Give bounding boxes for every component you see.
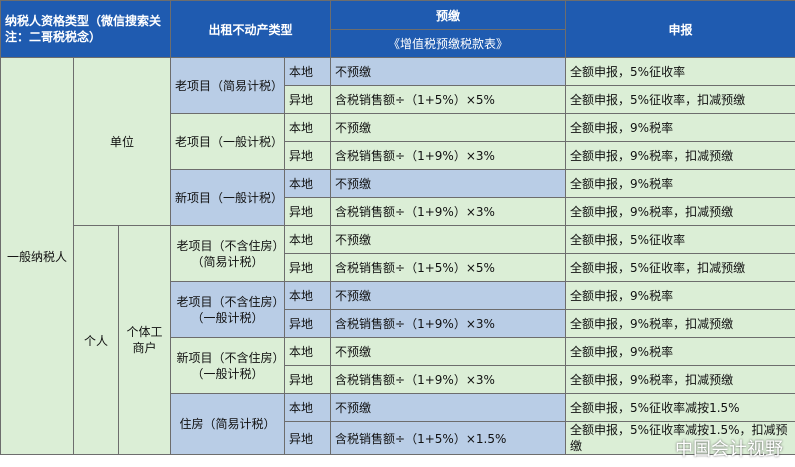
declare-cell: 全额申报，9%税率，扣减预缴	[565, 365, 795, 394]
prepay-cell: 不预缴	[330, 337, 567, 366]
declare-cell: 全额申报，5%征收率	[565, 225, 795, 254]
prepay-cell: 含税销售额÷（1+9%）×3%	[330, 197, 567, 226]
prepay-cell: 含税销售额÷（1+5%）×5%	[330, 253, 567, 282]
declare-cell: 全额申报，5%征收率	[565, 57, 795, 86]
prepay-cell: 不预缴	[330, 281, 567, 310]
declare-cell: 全额申报，9%税率，扣减预缴	[565, 197, 795, 226]
row-label-new-general: 新项目（一般计税）	[170, 169, 286, 226]
loc-cell: 异地	[284, 141, 332, 170]
header-prepay-form: 《增值税预缴税款表》	[330, 29, 567, 58]
declare-cell: 全额申报，5%征收率，扣减预缴	[565, 85, 795, 114]
loc-cell: 异地	[284, 197, 332, 226]
row-label-old-general: 老项目（一般计税）	[170, 113, 286, 170]
prepay-cell: 含税销售额÷（1+5%）×5%	[330, 85, 567, 114]
loc-cell: 异地	[284, 85, 332, 114]
row-label-old-nonres-simple: 老项目（不含住房）（简易计税）	[170, 225, 286, 282]
prepay-cell: 含税销售额÷（1+9%）×3%	[330, 365, 567, 394]
loc-cell: 本地	[284, 281, 332, 310]
loc-cell: 本地	[284, 57, 332, 86]
loc-cell: 本地	[284, 169, 332, 198]
loc-cell: 异地	[284, 253, 332, 282]
prepay-cell: 含税销售额÷（1+5%）×1.5%	[330, 421, 567, 455]
declare-cell: 全额申报，5%征收率减按1.5%，扣减预缴	[565, 421, 795, 455]
loc-cell: 异地	[284, 421, 332, 455]
header-taxpayer-type: 纳税人资格类型（微信搜索关注：二哥税税念）	[0, 0, 172, 58]
loc-cell: 本地	[284, 393, 332, 422]
loc-cell: 本地	[284, 337, 332, 366]
declare-cell: 全额申报，5%征收率，扣减预缴	[565, 253, 795, 282]
declare-cell: 全额申报，9%税率，扣减预缴	[565, 141, 795, 170]
loc-cell: 本地	[284, 225, 332, 254]
prepay-cell: 不预缴	[330, 169, 567, 198]
prepay-cell: 不预缴	[330, 393, 567, 422]
prepay-cell: 含税销售额÷（1+9%）×3%	[330, 309, 567, 338]
row-label-old-nonres-general: 老项目（不含住房）（一般计税）	[170, 281, 286, 338]
group-general: 一般纳税人	[0, 57, 74, 455]
row-label-old-simple: 老项目（简易计税）	[170, 57, 286, 114]
declare-cell: 全额申报，9%税率，扣减预缴	[565, 309, 795, 338]
header-prepay: 预缴	[330, 0, 567, 30]
loc-cell: 异地	[284, 365, 332, 394]
prepay-cell: 不预缴	[330, 113, 567, 142]
declare-cell: 全额申报，9%税率	[565, 337, 795, 366]
group-individual-business: 个体工商户	[117, 225, 172, 455]
prepay-cell: 不预缴	[330, 57, 567, 86]
prepay-cell: 含税销售额÷（1+9%）×3%	[330, 141, 567, 170]
group-unit: 单位	[72, 57, 172, 226]
group-person: 个人	[73, 225, 119, 455]
tax-table: 纳税人资格类型（微信搜索关注：二哥税税念） 出租不动产类型 预缴 申报 《增值税…	[0, 0, 795, 455]
declare-cell: 全额申报，5%征收率减按1.5%	[565, 393, 795, 422]
row-label-housing-simple: 住房（简易计税）	[170, 393, 286, 455]
loc-cell: 本地	[284, 113, 332, 142]
prepay-cell: 不预缴	[330, 225, 567, 254]
loc-cell: 异地	[284, 309, 332, 338]
watermark-text: 中国会计视野	[675, 439, 783, 460]
header-declare: 申报	[565, 0, 795, 58]
declare-cell: 全额申报，9%税率	[565, 169, 795, 198]
declare-cell: 全额申报，9%税率	[565, 113, 795, 142]
header-property-type: 出租不动产类型	[170, 0, 332, 58]
declare-cell: 全额申报，9%税率	[565, 281, 795, 310]
row-label-new-nonres-general: 新项目（不含住房）（一般计税）	[170, 337, 286, 394]
